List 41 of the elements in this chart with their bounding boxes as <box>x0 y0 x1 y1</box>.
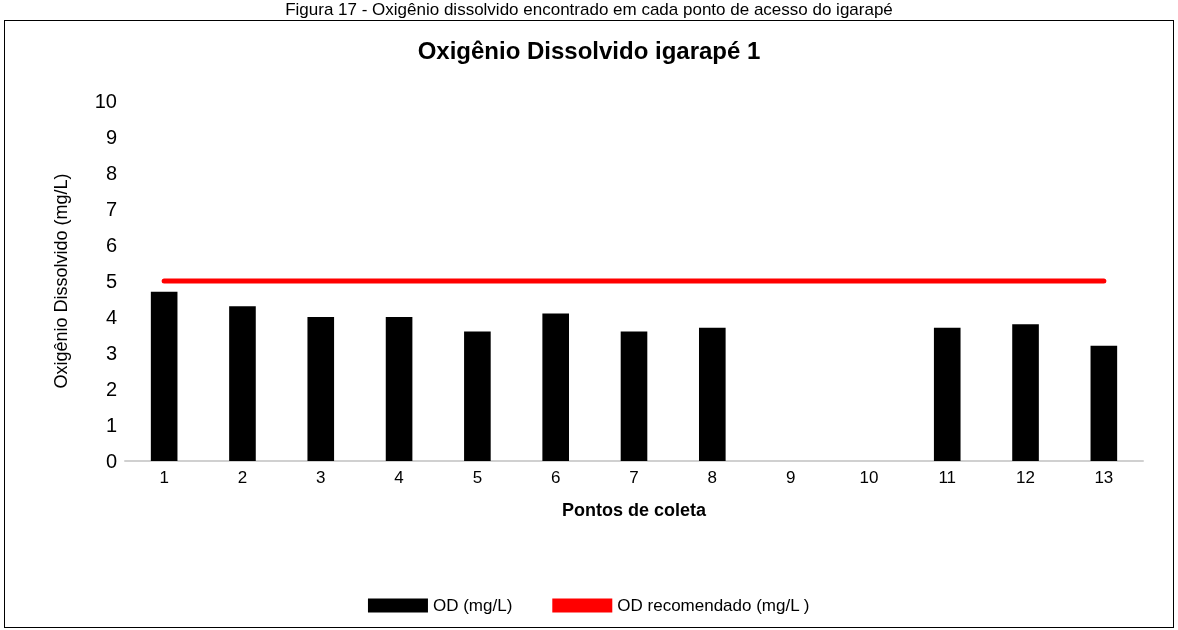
chart-title: Oxigênio Dissolvido igarapé 1 <box>417 36 761 64</box>
bar <box>699 327 726 461</box>
y-tick-label: 3 <box>105 342 117 364</box>
text: Figura 17 - Oxigênio dissolvido encontrado em cada ponto de acesso do igarapé <box>284 0 894 20</box>
legend-label: OD (mg/L) <box>432 596 513 615</box>
x-tick-label: 8 <box>707 468 718 487</box>
bar <box>542 313 569 461</box>
bar <box>620 331 648 461</box>
x-tick-label: 3 <box>316 468 326 487</box>
bar <box>150 291 178 461</box>
x-tick-label: 1 <box>159 468 169 487</box>
y-tick-label: 2 <box>105 378 117 400</box>
bar <box>1012 324 1039 461</box>
x-tick-label: 9 <box>785 468 796 487</box>
y-axis-title: Oxigênio Dissolvido (mg/L) <box>51 173 71 389</box>
x-tick-label: 13 <box>1094 468 1114 487</box>
x-axis-title: Pontos de coleta <box>561 500 707 520</box>
y-tick-label: 1 <box>105 414 117 436</box>
legend-label: OD recomendado (mg/L ) <box>617 596 810 615</box>
bar <box>307 317 335 461</box>
x-tick-label: 11 <box>938 468 957 487</box>
bar <box>229 306 256 461</box>
y-tick-label: 4 <box>105 306 117 328</box>
y-tick-label: 8 <box>105 162 117 184</box>
bar <box>464 331 491 461</box>
x-tick-label: 7 <box>629 468 639 487</box>
y-tick-label: 7 <box>105 198 117 220</box>
bar <box>1090 345 1118 461</box>
x-tick-label: 6 <box>550 468 561 487</box>
y-tick-label: 6 <box>105 234 117 256</box>
y-tick-label: 0 <box>105 450 117 472</box>
x-tick-label: 5 <box>472 468 483 487</box>
bar <box>385 317 413 461</box>
x-tick-label: 10 <box>859 468 879 487</box>
y-tick-label: 10 <box>94 90 117 112</box>
x-tick-label: 12 <box>1016 468 1035 487</box>
x-tick-label: 2 <box>237 468 248 487</box>
x-tick-label: 4 <box>394 468 404 487</box>
y-tick-label: 5 <box>105 270 117 292</box>
y-tick-label: 9 <box>105 126 117 148</box>
bar <box>933 327 961 461</box>
